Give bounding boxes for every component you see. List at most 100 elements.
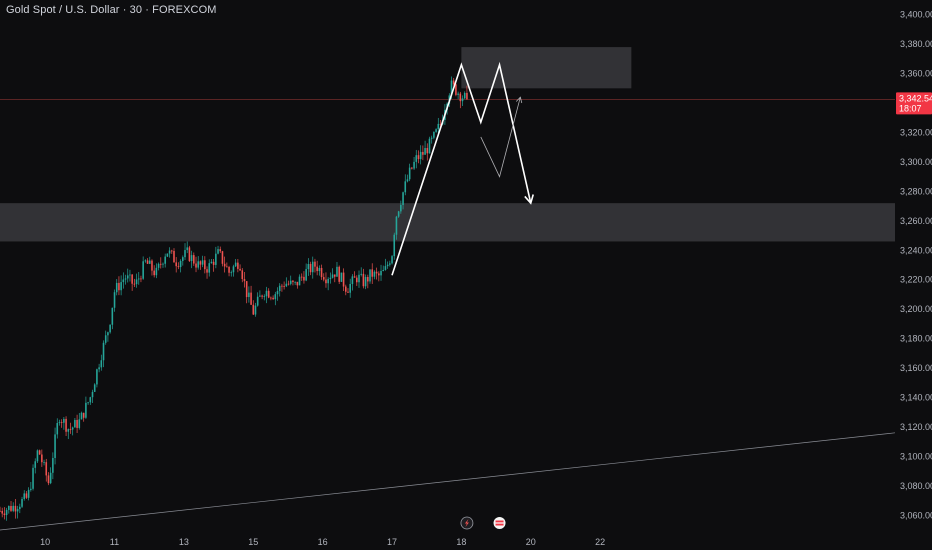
candle-body (292, 280, 294, 283)
trendline[interactable] (0, 432, 896, 531)
candle-body (212, 261, 215, 265)
candle-body (356, 277, 358, 283)
candle-body (170, 250, 173, 252)
candle-body (109, 324, 111, 333)
y-tick-label: 3,320.00 (900, 128, 932, 138)
candle-body (303, 276, 305, 281)
candle-body (397, 211, 400, 217)
y-tick-label: 3,140.00 (900, 393, 932, 403)
candle-body (329, 277, 332, 279)
candle-body (1, 510, 4, 514)
candle-body (424, 148, 426, 155)
candle-body (367, 276, 369, 282)
candle-body (118, 282, 120, 291)
candle-body (27, 489, 30, 498)
candle-body (93, 384, 96, 392)
candle-body (433, 131, 435, 138)
candle-body (30, 488, 32, 490)
candle-body (248, 292, 250, 298)
candle-body (133, 283, 136, 285)
candle-body (281, 285, 283, 287)
candle-body (80, 412, 83, 420)
candle-body (166, 253, 169, 257)
candle-body (250, 292, 252, 305)
flag-icon-stripe (495, 522, 504, 524)
candle-body (333, 274, 336, 277)
candle-body (14, 505, 17, 512)
candle-body (294, 281, 296, 283)
candle-body (375, 271, 378, 274)
y-tick-label: 3,380.00 (900, 39, 932, 49)
x-tick-label: 13 (179, 537, 189, 547)
candle-body (173, 250, 175, 263)
pattern-alt-line[interactable] (480, 97, 521, 178)
candle-body (455, 84, 457, 95)
candle-body (151, 260, 153, 271)
candle-body (245, 281, 248, 298)
candle-body (10, 505, 12, 511)
candle-body (461, 98, 464, 102)
y-tick-label: 3,100.00 (900, 451, 932, 461)
candle-body (122, 279, 125, 283)
candle-body (96, 369, 98, 385)
candle-body (466, 92, 468, 100)
y-tick-label: 3,240.00 (900, 245, 932, 255)
candle-body (408, 167, 411, 180)
candle-body (232, 266, 235, 273)
candle-body (322, 277, 325, 280)
candle-body (140, 278, 142, 280)
candle-body (45, 462, 48, 476)
candle-body (349, 283, 351, 293)
candle-body (85, 402, 87, 418)
candle-body (389, 263, 391, 265)
candle-body (417, 155, 420, 160)
candle-body (76, 419, 78, 428)
price-tag-countdown: 18:07 (899, 103, 922, 113)
lightning-icon-glyph (464, 519, 469, 527)
candle-body (201, 260, 204, 265)
candle-body (195, 263, 197, 268)
candle-body (241, 270, 244, 280)
candle-body (274, 294, 277, 300)
candle-body (386, 264, 389, 267)
candle-body (459, 93, 462, 102)
candle-body (342, 272, 345, 287)
candle-body (142, 261, 144, 279)
candle-body (316, 266, 318, 272)
pattern-main-line[interactable] (391, 61, 532, 276)
candle-body (206, 269, 208, 273)
zone-rect-0[interactable] (461, 47, 632, 89)
candle-body (415, 155, 418, 162)
candle-body (89, 397, 92, 403)
candle-body (259, 295, 261, 297)
candle-body (104, 335, 107, 343)
candle-body (362, 273, 365, 287)
candle-body (5, 509, 8, 516)
candle-body (131, 274, 133, 284)
y-tick-label: 3,300.00 (900, 157, 932, 167)
candle-body (188, 247, 191, 262)
candle-body (298, 276, 301, 286)
candle-body (338, 266, 340, 282)
candle-body (21, 498, 23, 507)
flag-icon[interactable] (493, 517, 506, 529)
candle-body (265, 290, 268, 297)
candle-body (120, 282, 122, 291)
candle-body (428, 138, 431, 154)
candle-body (384, 266, 387, 270)
y-tick-label: 3,280.00 (900, 186, 932, 196)
lightning-icon[interactable] (460, 516, 474, 530)
candle-body (402, 192, 404, 205)
candle-body (219, 249, 222, 252)
y-tick-label: 3,200.00 (900, 304, 932, 314)
candle-body (223, 263, 226, 267)
x-tick-label: 17 (387, 537, 397, 547)
candle-body (63, 418, 65, 423)
candle-body (126, 275, 129, 279)
zone-rect-1[interactable] (0, 203, 895, 242)
candle-body (137, 278, 140, 280)
candle-body (113, 292, 116, 308)
